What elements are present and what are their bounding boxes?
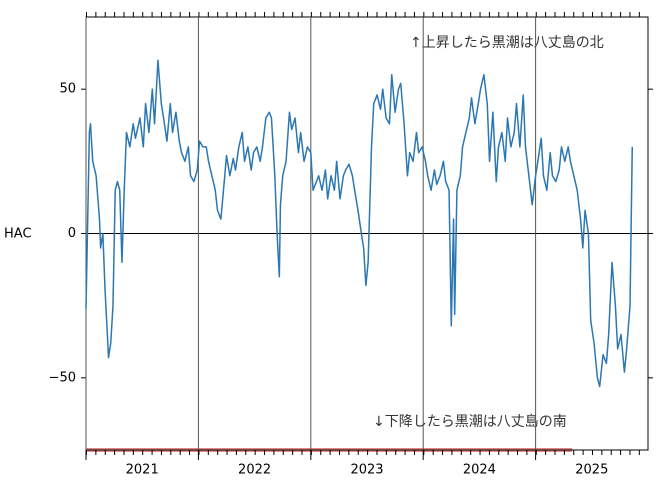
x-tick-label: 2022 [238, 463, 271, 478]
annotation: ↑上昇したら黒潮は八丈島の北 [410, 35, 604, 51]
y-axis-label: HAC [4, 227, 32, 242]
data-line [85, 59, 634, 388]
y-tick-label: −50 [49, 370, 76, 385]
y-tick-label: 50 [59, 82, 76, 97]
y-tick-label: 0 [68, 226, 76, 241]
x-tick-label: 2024 [463, 463, 496, 478]
x-tick-label: 2023 [350, 463, 383, 478]
annotation: ↓下降したら黒潮は八丈島の南 [373, 414, 567, 430]
x-tick-label: 2021 [126, 463, 159, 478]
x-tick-label: 2025 [575, 463, 608, 478]
